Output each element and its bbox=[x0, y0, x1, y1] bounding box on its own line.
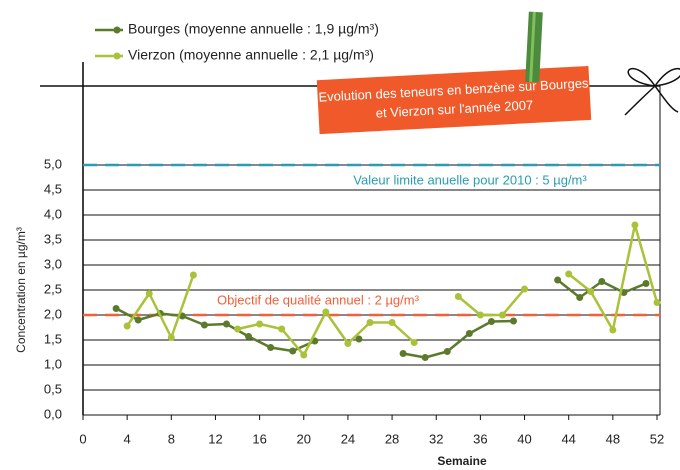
point bbox=[145, 290, 153, 297]
legend-label: Vierzon (moyenne annuelle : 2,1 µg/m³) bbox=[128, 47, 374, 63]
point bbox=[476, 311, 484, 319]
x-tick-label: 12 bbox=[208, 431, 222, 446]
point bbox=[454, 293, 462, 300]
point bbox=[609, 326, 617, 334]
y-tick-label: 2,0 bbox=[44, 306, 62, 321]
x-tick-label: 4 bbox=[124, 431, 131, 446]
y-tick-label: 1,0 bbox=[44, 356, 62, 371]
point bbox=[200, 321, 208, 329]
y-tick-label: 2,5 bbox=[44, 281, 62, 296]
legend-label: Bourges (moyenne annuelle : 1,9 µg/m³) bbox=[128, 21, 379, 37]
point bbox=[189, 271, 197, 279]
point bbox=[300, 351, 308, 359]
x-tick-label: 48 bbox=[606, 431, 620, 446]
x-tick-label: 40 bbox=[517, 431, 531, 446]
point bbox=[576, 294, 584, 301]
x-tick-label: 44 bbox=[561, 431, 575, 446]
point bbox=[289, 347, 297, 355]
point bbox=[410, 339, 418, 346]
point bbox=[631, 221, 639, 229]
y-tick-label: 5,0 bbox=[44, 156, 62, 171]
point bbox=[322, 308, 330, 316]
x-tick-label: 24 bbox=[341, 431, 355, 446]
point bbox=[223, 320, 230, 328]
point bbox=[443, 348, 451, 355]
legend-marker bbox=[113, 52, 121, 60]
point bbox=[278, 325, 286, 333]
x-tick-label: 20 bbox=[297, 431, 311, 446]
bow bbox=[624, 67, 680, 116]
point bbox=[487, 318, 495, 325]
x-tick-label: 36 bbox=[473, 431, 487, 446]
y-tick-label: 0,0 bbox=[44, 406, 62, 421]
x-tick-label: 52 bbox=[650, 431, 664, 446]
y-tick-label: 3,5 bbox=[44, 231, 62, 246]
callout-box bbox=[316, 65, 592, 135]
y-tick-label: 4,0 bbox=[44, 206, 62, 221]
point bbox=[134, 316, 142, 324]
point bbox=[366, 319, 374, 326]
point bbox=[598, 278, 606, 285]
x-tick-label: 0 bbox=[79, 431, 86, 446]
point bbox=[565, 270, 573, 278]
point bbox=[256, 320, 264, 328]
reference-label: Valeur limite anuelle pour 2010 : 5 µg/m… bbox=[353, 172, 587, 187]
x-tick-label: 16 bbox=[252, 431, 266, 446]
pin-line bbox=[529, 11, 536, 82]
point bbox=[167, 334, 175, 341]
point bbox=[498, 311, 506, 319]
point bbox=[465, 330, 473, 337]
point bbox=[653, 299, 661, 306]
point bbox=[642, 280, 650, 287]
point bbox=[510, 317, 517, 325]
point bbox=[554, 276, 562, 284]
y-tick-label: 1,5 bbox=[44, 331, 62, 346]
y-tick-label: 3,0 bbox=[44, 256, 62, 271]
point bbox=[267, 344, 275, 351]
y-tick-label: 0,5 bbox=[44, 381, 62, 396]
x-tick-label: 8 bbox=[168, 431, 175, 446]
y-tick-label: 4,5 bbox=[44, 181, 62, 196]
legend-marker bbox=[113, 26, 121, 34]
point bbox=[123, 322, 131, 330]
clothespin bbox=[525, 11, 543, 83]
point bbox=[112, 305, 120, 312]
point bbox=[399, 350, 407, 357]
x-axis-label: Semaine bbox=[437, 454, 487, 468]
callout: Evolution des teneurs en benzène sur Bou… bbox=[316, 65, 592, 135]
x-tick-label: 32 bbox=[429, 431, 443, 446]
point bbox=[355, 335, 363, 343]
point bbox=[521, 285, 529, 293]
y-axis-label: Concentration en µg/m³ bbox=[14, 227, 28, 353]
point bbox=[388, 319, 396, 326]
point bbox=[344, 340, 352, 347]
point bbox=[587, 288, 595, 295]
point bbox=[245, 333, 253, 340]
x-tick-label: 28 bbox=[385, 431, 399, 446]
point bbox=[421, 354, 429, 361]
point bbox=[234, 325, 242, 333]
reference-label: Objectif de qualité annuel : 2 µg/m³ bbox=[217, 292, 420, 307]
